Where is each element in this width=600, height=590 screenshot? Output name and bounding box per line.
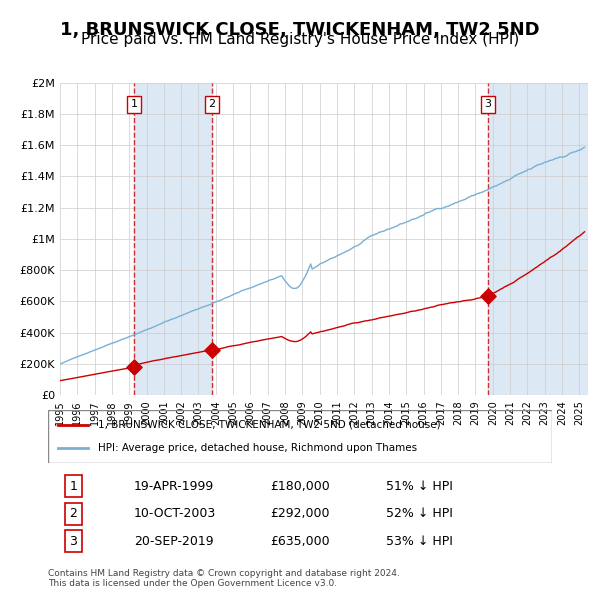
Text: 53% ↓ HPI: 53% ↓ HPI [386, 535, 452, 548]
Text: Contains HM Land Registry data © Crown copyright and database right 2024.: Contains HM Land Registry data © Crown c… [48, 569, 400, 578]
Text: 2: 2 [208, 100, 215, 110]
Bar [134, 83, 212, 395]
Text: £292,000: £292,000 [270, 507, 329, 520]
Text: 3: 3 [69, 535, 77, 548]
Text: 1, BRUNSWICK CLOSE, TWICKENHAM, TW2 5ND (detached house): 1, BRUNSWICK CLOSE, TWICKENHAM, TW2 5ND … [98, 420, 441, 430]
Text: 1: 1 [69, 480, 77, 493]
Text: 20-SEP-2019: 20-SEP-2019 [134, 535, 214, 548]
Bar [488, 83, 588, 395]
Text: 1, BRUNSWICK CLOSE, TWICKENHAM, TW2 5ND: 1, BRUNSWICK CLOSE, TWICKENHAM, TW2 5ND [60, 21, 540, 39]
Text: 3: 3 [484, 100, 491, 110]
Text: 10-OCT-2003: 10-OCT-2003 [134, 507, 216, 520]
Point [207, 345, 217, 355]
Text: Price paid vs. HM Land Registry's House Price Index (HPI): Price paid vs. HM Land Registry's House … [81, 32, 519, 47]
Point [483, 291, 493, 301]
Text: £180,000: £180,000 [270, 480, 329, 493]
Text: 2: 2 [69, 507, 77, 520]
Point [130, 362, 139, 372]
Text: 52% ↓ HPI: 52% ↓ HPI [386, 507, 452, 520]
Text: 19-APR-1999: 19-APR-1999 [134, 480, 214, 493]
Text: This data is licensed under the Open Government Licence v3.0.: This data is licensed under the Open Gov… [48, 579, 337, 588]
Text: 1: 1 [131, 100, 138, 110]
Text: HPI: Average price, detached house, Richmond upon Thames: HPI: Average price, detached house, Rich… [98, 443, 418, 453]
Text: 51% ↓ HPI: 51% ↓ HPI [386, 480, 452, 493]
Text: £635,000: £635,000 [270, 535, 329, 548]
